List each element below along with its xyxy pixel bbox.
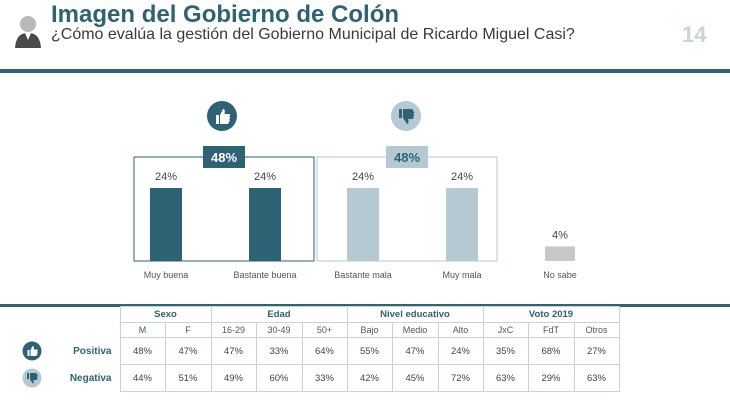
table-cell: 35% xyxy=(482,337,529,365)
table-cell: 24% xyxy=(437,337,484,365)
category-label: Muy mala xyxy=(442,270,481,280)
subheader-m: M xyxy=(119,322,166,338)
group-header-edad: Edad xyxy=(210,306,348,323)
table-top-rule xyxy=(0,304,730,307)
table-cell: 49% xyxy=(210,364,257,392)
value-label: 4% xyxy=(552,229,568,241)
category-label: Bastante buena xyxy=(233,270,296,280)
negative-total-box xyxy=(386,146,428,168)
table-cell: 29% xyxy=(527,364,575,392)
subheader-jxc: JxC xyxy=(482,322,529,338)
row-label: Positiva xyxy=(73,345,112,357)
subheader-bajo: Bajo xyxy=(346,322,393,338)
page-title: Imagen del Gobierno de Colón xyxy=(51,1,400,28)
row-header-negativa: Negativa xyxy=(0,365,120,392)
row-header-positiva: Positiva xyxy=(0,338,120,365)
table-cell: 42% xyxy=(346,364,393,392)
subheader-30-49: 30-49 xyxy=(255,322,303,338)
table-cell: 47% xyxy=(391,337,439,365)
category-label: Bastante mala xyxy=(334,270,392,280)
subheader-50-: 50+ xyxy=(301,322,348,338)
value-label: 24% xyxy=(451,171,473,183)
positive-total-box xyxy=(203,146,245,168)
header: Imagen del Gobierno de Colón ¿Cómo evalú… xyxy=(0,0,730,73)
subheader-16-29: 16-29 xyxy=(210,322,257,338)
chart-area: 48% 48% 24% Muy buena 24% Bastante buena 24%… xyxy=(0,95,730,295)
category-label: Muy buena xyxy=(144,270,189,280)
group-header-sexo: Sexo xyxy=(119,306,212,323)
bar-muy-mala xyxy=(446,188,478,261)
table-cell: 63% xyxy=(482,364,529,392)
bar-bastante-buena xyxy=(249,188,281,261)
table-cell: 68% xyxy=(527,337,575,365)
table-cell: 64% xyxy=(301,337,348,365)
table-cell: 51% xyxy=(164,364,212,392)
table-corner-sub xyxy=(0,323,120,338)
table-cell: 63% xyxy=(573,364,620,392)
crosstab-table: Sexo Edad Nivel educativo Voto 2019 M F 16… xyxy=(0,306,620,392)
thumbs-down-icon xyxy=(22,368,42,387)
thumbs-up-icon xyxy=(22,341,42,360)
subheader-medio: Medio xyxy=(391,322,439,338)
subheader-fdt: FdT xyxy=(527,322,575,338)
page-subtitle: ¿Cómo evalúa la gestión del Gobierno Mun… xyxy=(51,26,575,43)
value-label: 24% xyxy=(254,171,276,183)
header-divider xyxy=(0,69,730,73)
table-group-header-row: Sexo Edad Nivel educativo Voto 2019 xyxy=(0,306,620,323)
table-cell: 60% xyxy=(255,364,303,392)
positive-total-label: 48% xyxy=(211,150,237,165)
subheader-alto: Alto xyxy=(437,322,484,338)
chart-svg: 48% 48% 24% Muy buena 24% Bastante buena 24%… xyxy=(133,101,577,280)
table-cell: 33% xyxy=(301,364,348,392)
subheader-f: F xyxy=(164,322,212,338)
avatar xyxy=(15,16,41,48)
table-cell: 47% xyxy=(210,337,257,365)
bar-bastante-mala xyxy=(347,188,379,261)
table-cell: 72% xyxy=(437,364,484,392)
table-cell: 45% xyxy=(391,364,439,392)
table-cell: 47% xyxy=(164,337,212,365)
group-header-voto-2019: Voto 2019 xyxy=(482,306,620,323)
value-label: 24% xyxy=(155,171,177,183)
bar-no-sabe xyxy=(545,246,575,261)
table-cell: 33% xyxy=(255,337,303,365)
crosstab: Sexo Edad Nivel educativo Voto 2019 M F 16… xyxy=(0,304,730,412)
table-subheader-row: M F 16-29 30-49 50+ Bajo Medio Alto JxC FdT Otros xyxy=(0,322,620,338)
row-label: Negativa xyxy=(69,372,112,384)
table-row: Positiva 48% 47% 47% 33% 64% 55% 47% 24% 35% 68% 2… xyxy=(0,337,620,365)
table-cell: 48% xyxy=(119,337,166,365)
table-cell: 44% xyxy=(119,364,166,392)
table-cell: 55% xyxy=(346,337,393,365)
thumbs-down-icon xyxy=(391,101,421,131)
table-cell: 27% xyxy=(573,337,620,365)
table-corner xyxy=(0,307,120,323)
table-row: Negativa 44% 51% 49% 60% 33% 42% 45% 72% 63% 29% 6… xyxy=(0,364,620,392)
group-header-nivel-educativo: Nivel educativo xyxy=(346,306,484,323)
subheader-otros: Otros xyxy=(573,322,620,338)
page-number: 14 xyxy=(682,22,707,47)
thumbs-up-icon xyxy=(207,101,237,131)
negative-total-label: 48% xyxy=(394,150,420,165)
category-label: No sabe xyxy=(543,270,577,280)
value-label: 24% xyxy=(352,171,374,183)
bar-muy-buena xyxy=(150,188,182,261)
